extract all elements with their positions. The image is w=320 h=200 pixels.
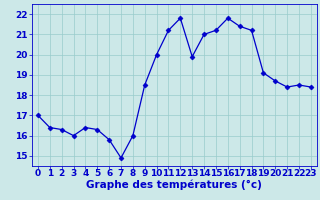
X-axis label: Graphe des températures (°c): Graphe des températures (°c) <box>86 179 262 190</box>
